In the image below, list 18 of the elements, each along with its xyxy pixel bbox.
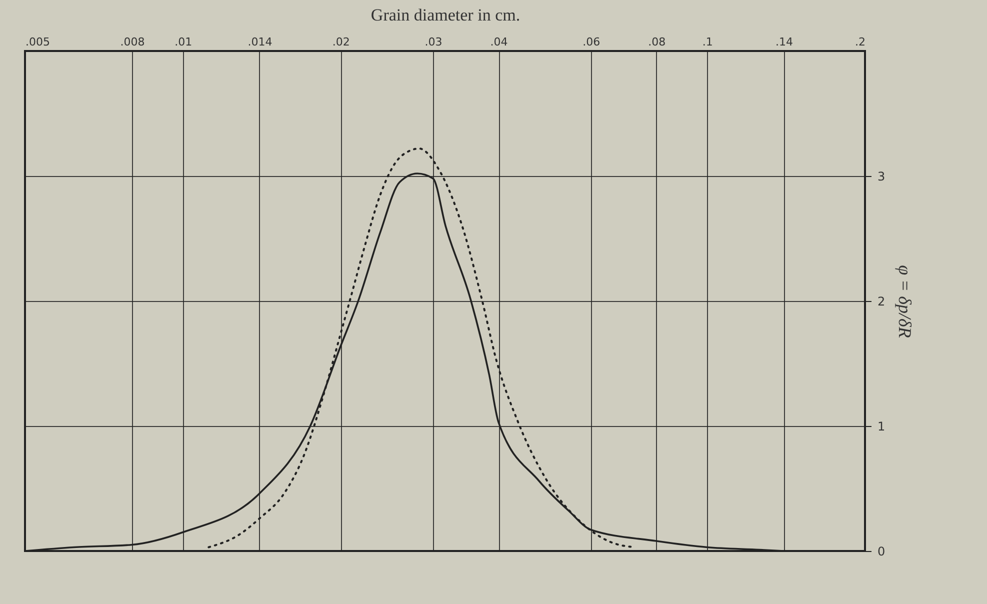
x-tick-label: .005 — [26, 36, 50, 48]
x-tick-label: .03 — [424, 36, 442, 48]
x-tick-label: .1 — [702, 36, 713, 48]
y-axis-title: φ = δp/δR — [895, 265, 916, 338]
x-tick-label: .2 — [855, 36, 866, 48]
x-tick-label: .01 — [174, 36, 192, 48]
y-tick-label: 0 — [878, 544, 886, 558]
x-tick-label: .14 — [776, 36, 794, 48]
x-tick-label: .08 — [648, 36, 666, 48]
x-tick-label: .04 — [490, 36, 508, 48]
x-tick-label: .02 — [332, 36, 350, 48]
y-tick-label: 2 — [878, 294, 886, 308]
x-axis-title: Grain diameter in cm. — [370, 6, 520, 24]
x-tick-label: .008 — [120, 36, 145, 48]
y-tick-label: 1 — [878, 420, 886, 434]
y-tick-label: 3 — [878, 170, 886, 184]
x-tick-label: .014 — [248, 36, 272, 48]
x-tick-label: .06 — [582, 36, 600, 48]
